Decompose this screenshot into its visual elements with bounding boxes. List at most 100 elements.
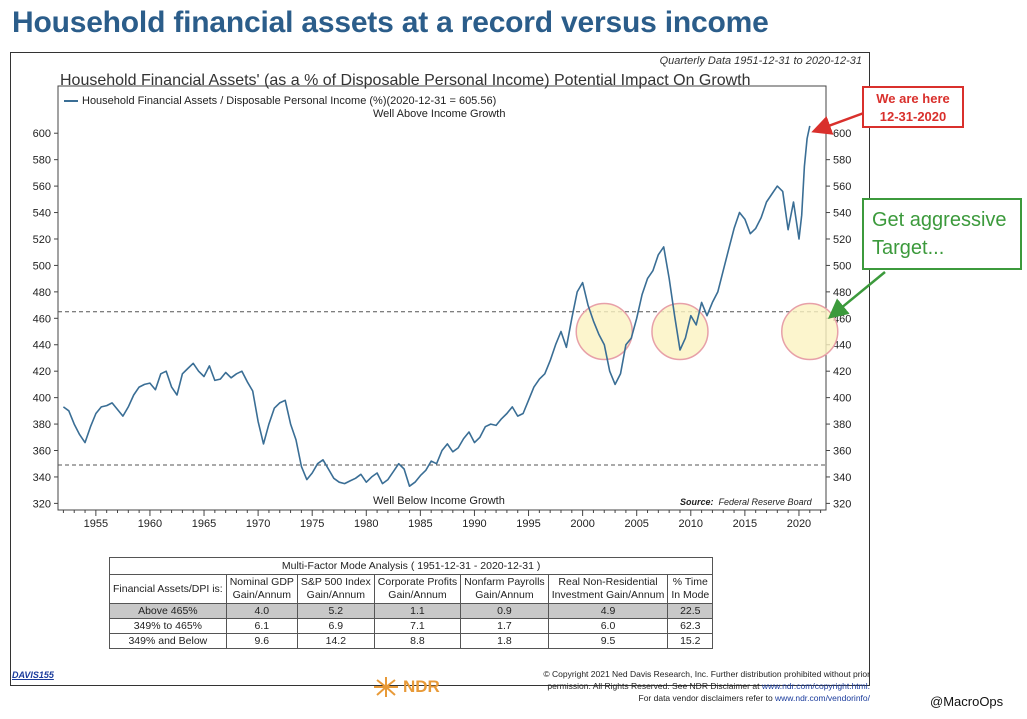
x-tick-label: 2020 [787, 518, 811, 530]
davis-code-link[interactable]: DAVIS155 [12, 670, 54, 680]
y-tick-label-right: 340 [833, 472, 851, 484]
copyright-line2: permission. All Rights Reserved. See NDR… [547, 681, 761, 691]
y-tick-label-left: 420 [33, 366, 51, 378]
source-value: Federal Reserve Board [719, 497, 812, 507]
y-tick-label-left: 500 [33, 260, 51, 272]
copyright-line3: For data vendor disclaimers refer to [639, 693, 776, 703]
multi-factor-table: Multi-Factor Mode Analysis ( 1951-12-31 … [109, 557, 713, 649]
y-tick-label-right: 380 [833, 419, 851, 431]
table-cell: 5.2 [297, 604, 374, 619]
highlight-circle [576, 304, 632, 360]
y-tick-label-right: 600 [833, 128, 851, 140]
table-cell: 15.2 [668, 634, 713, 649]
table-cell: Above 465% [110, 604, 227, 619]
ndr-logo-text: NDR [403, 677, 440, 697]
table-cell: 62.3 [668, 619, 713, 634]
y-tick-label-right: 400 [833, 393, 851, 405]
table-row: 349% and Below 9.6 14.2 8.8 1.8 9.5 15.2 [110, 634, 713, 649]
col-header: Nominal GDP Gain/Annum [226, 575, 297, 604]
table-cell: 22.5 [668, 604, 713, 619]
x-tick-label: 2015 [733, 518, 757, 530]
source-note: Source: Federal Reserve Board [680, 497, 812, 507]
col-header: % Time In Mode [668, 575, 713, 604]
table-cell: 8.8 [374, 634, 460, 649]
x-tick-label: 1995 [516, 518, 540, 530]
x-tick-label: 1970 [246, 518, 270, 530]
x-tick-label: 1975 [300, 518, 324, 530]
x-tick-label: 1960 [138, 518, 162, 530]
y-tick-label-left: 400 [33, 393, 51, 405]
y-tick-label-right: 560 [833, 181, 851, 193]
table-row-header: Financial Assets/DPI is: [110, 575, 227, 604]
y-tick-label-right: 540 [833, 208, 851, 220]
col-header: Corporate Profits Gain/Annum [374, 575, 460, 604]
y-tick-label-left: 360 [33, 446, 51, 458]
table-row: Above 465% 4.0 5.2 1.1 0.9 4.9 22.5 [110, 604, 713, 619]
y-tick-label-right: 420 [833, 366, 851, 378]
table-cell: 6.9 [297, 619, 374, 634]
copyright-link[interactable]: www.ndr.com/copyright.html. [762, 681, 870, 691]
here-line1: We are here [864, 90, 962, 108]
x-tick-label: 1980 [354, 518, 378, 530]
we-are-here-callout: We are here 12-31-2020 [862, 86, 964, 128]
table-cell: 9.5 [548, 634, 668, 649]
here-line2: 12-31-2020 [864, 108, 962, 126]
table-cell: 14.2 [297, 634, 374, 649]
copyright-note: © Copyright 2021 Ned Davis Research, Inc… [470, 668, 870, 704]
x-tick-label: 2000 [570, 518, 594, 530]
y-tick-label-right: 500 [833, 260, 851, 272]
col-header: Nonfarm Payrolls Gain/Annum [461, 575, 549, 604]
y-tick-label-left: 540 [33, 208, 51, 220]
table-cell: 349% and Below [110, 634, 227, 649]
series-line [63, 126, 809, 486]
table-caption: Multi-Factor Mode Analysis ( 1951-12-31 … [110, 558, 713, 575]
x-tick-label: 2005 [624, 518, 648, 530]
table-cell: 6.0 [548, 619, 668, 634]
x-tick-label: 1955 [84, 518, 108, 530]
x-tick-label: 1965 [192, 518, 216, 530]
y-tick-label-left: 520 [33, 234, 51, 246]
y-tick-label-right: 360 [833, 446, 851, 458]
y-tick-label-left: 460 [33, 313, 51, 325]
vendorinfo-link[interactable]: www.ndr.com/vendorinfo/ [775, 693, 870, 703]
ndr-sunburst-icon [373, 676, 399, 698]
aggr-line2: Target... [872, 234, 1012, 262]
col-header: S&P 500 Index Gain/Annum [297, 575, 374, 604]
table-cell: 1.1 [374, 604, 460, 619]
table-cell: 0.9 [461, 604, 549, 619]
highlight-circle [782, 304, 838, 360]
y-tick-label-left: 320 [33, 498, 51, 510]
y-tick-label-left: 380 [33, 419, 51, 431]
table-cell: 1.7 [461, 619, 549, 634]
plot-area [58, 86, 826, 510]
x-tick-label: 1985 [408, 518, 432, 530]
y-tick-label-left: 580 [33, 155, 51, 167]
y-tick-label-left: 480 [33, 287, 51, 299]
ndr-logo: NDR [373, 676, 440, 698]
x-tick-label: 2010 [679, 518, 703, 530]
table-row: 349% to 465% 6.1 6.9 7.1 1.7 6.0 62.3 [110, 619, 713, 634]
y-tick-label-left: 340 [33, 472, 51, 484]
aggr-line1: Get aggressive [872, 206, 1012, 234]
x-tick-label: 1990 [462, 518, 486, 530]
source-label: Source: [680, 497, 714, 507]
copyright-line1: © Copyright 2021 Ned Davis Research, Inc… [470, 668, 870, 680]
table-cell: 7.1 [374, 619, 460, 634]
table-cell: 6.1 [226, 619, 297, 634]
col-header: Real Non-Residential Investment Gain/Annu… [548, 575, 668, 604]
y-tick-label-right: 480 [833, 287, 851, 299]
y-tick-label-right: 520 [833, 234, 851, 246]
get-aggressive-callout: Get aggressive Target... [862, 198, 1022, 270]
y-tick-label-left: 600 [33, 128, 51, 140]
y-tick-label-left: 560 [33, 181, 51, 193]
y-tick-label-right: 580 [833, 155, 851, 167]
upper-zone-label: Well Above Income Growth [373, 108, 505, 120]
lower-zone-label: Well Below Income Growth [373, 495, 505, 507]
y-tick-label-right: 320 [833, 498, 851, 510]
table-cell: 4.9 [548, 604, 668, 619]
table-cell: 349% to 465% [110, 619, 227, 634]
table-cell: 9.6 [226, 634, 297, 649]
table-cell: 1.8 [461, 634, 549, 649]
y-tick-label-left: 440 [33, 340, 51, 352]
author-handle: @MacroOps [930, 694, 1003, 709]
